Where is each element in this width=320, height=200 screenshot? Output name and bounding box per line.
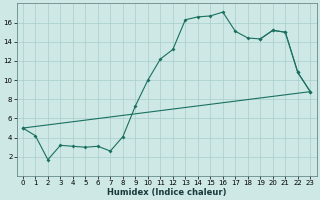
X-axis label: Humidex (Indice chaleur): Humidex (Indice chaleur) bbox=[107, 188, 226, 197]
